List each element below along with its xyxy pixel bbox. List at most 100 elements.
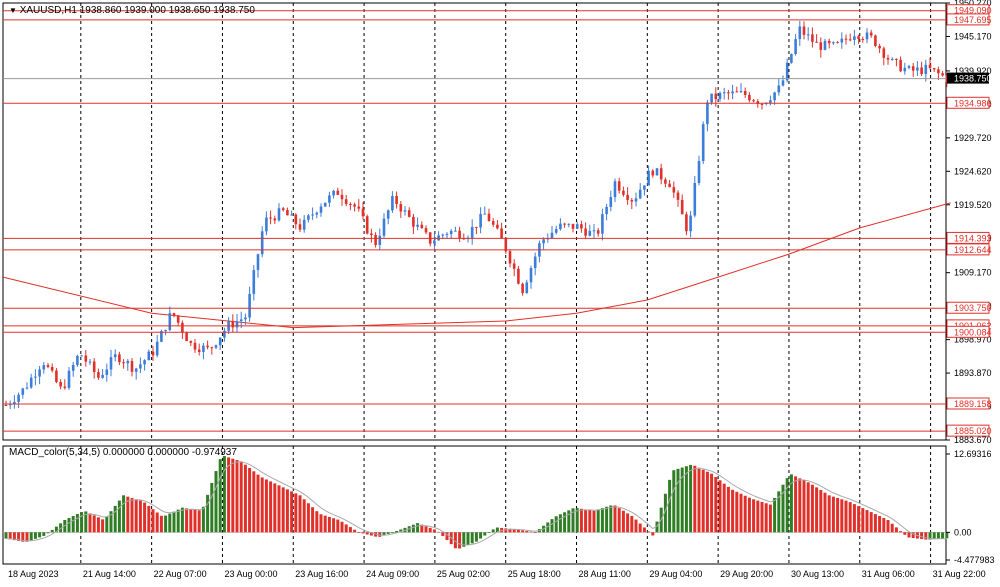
macd-bar	[663, 493, 667, 533]
candle-body	[29, 377, 33, 388]
candle-body	[302, 219, 306, 230]
macd-bar	[718, 480, 722, 533]
candle-body	[344, 199, 348, 204]
macd-bar	[164, 515, 168, 533]
candle-body	[483, 213, 487, 215]
macd-bar	[945, 532, 949, 539]
macd-bar	[558, 514, 562, 533]
macd-bar	[218, 459, 222, 533]
macd-bar	[453, 532, 457, 549]
macd-bar	[705, 471, 709, 533]
candle-body	[643, 185, 646, 190]
candle-body	[706, 102, 709, 125]
macd-pane-frame	[2, 445, 947, 565]
candle-body	[580, 224, 583, 229]
macd-bar	[235, 460, 239, 533]
macd-bar	[840, 499, 844, 533]
candle-body	[67, 370, 71, 388]
macd-bar	[861, 508, 865, 533]
macd-bar	[768, 504, 772, 533]
candle-body	[760, 103, 764, 105]
symbol-label: XAUUSD,H1	[19, 5, 77, 16]
candle-body	[273, 218, 277, 221]
candle-body	[370, 233, 373, 235]
macd-bar	[105, 516, 109, 533]
candle-body	[874, 35, 877, 46]
candle-body	[588, 230, 592, 236]
macd-bar	[512, 529, 516, 533]
candle-body	[353, 204, 356, 207]
macd-bar	[634, 519, 638, 533]
price-level-tag	[946, 325, 990, 338]
macd-bar	[168, 513, 172, 533]
macd-bar	[605, 506, 609, 533]
macd-bar	[159, 515, 163, 533]
candle-body	[928, 64, 932, 69]
candle-body	[147, 351, 151, 361]
macd-bar	[437, 531, 441, 533]
candle-body	[59, 382, 62, 387]
macd-bar	[579, 508, 583, 533]
macd-bar	[38, 532, 42, 538]
candle-body	[176, 315, 180, 323]
macd-bar	[907, 532, 911, 538]
macd-bar	[777, 491, 781, 533]
macd-tick-label: -4.477983	[954, 555, 995, 565]
candle-body	[853, 36, 856, 40]
macd-bar	[29, 532, 33, 541]
candle-body	[798, 26, 802, 40]
time-tick-label: 30 Aug 13:00	[791, 569, 844, 579]
current-price-tag	[947, 72, 989, 84]
macd-bar	[726, 486, 730, 533]
candle-body	[126, 360, 130, 364]
candle-body	[420, 224, 424, 229]
candle-body	[903, 67, 907, 72]
price-pane-frame	[2, 2, 947, 441]
candle-body	[202, 345, 205, 352]
macd-bar	[294, 493, 298, 533]
price-tick-label: 1939.920	[954, 66, 992, 76]
candle-body	[294, 214, 298, 225]
candle-body	[815, 41, 818, 43]
candle-body	[865, 32, 869, 40]
macd-bar	[92, 515, 96, 533]
macd-bar	[630, 516, 634, 533]
candle-body	[315, 212, 319, 215]
candle-body	[517, 268, 520, 284]
macd-bar	[600, 508, 604, 533]
macd-bar	[155, 512, 159, 533]
macd-bar	[277, 485, 281, 533]
candle-body	[378, 235, 382, 245]
macd-bar	[298, 495, 302, 533]
price-level-value: 1949.090	[954, 6, 992, 16]
macd-bar	[222, 456, 226, 533]
macd-bar	[823, 492, 827, 533]
candle-body	[672, 187, 676, 193]
macd-bar	[596, 509, 600, 533]
macd-bar	[281, 487, 285, 533]
candle-body	[80, 355, 83, 357]
macd-bar	[269, 481, 273, 533]
candle-body	[88, 361, 92, 363]
macd-bar	[903, 532, 907, 535]
macd-bar	[651, 532, 655, 536]
candle-body	[139, 364, 142, 369]
candle-body	[811, 34, 814, 42]
macd-bar	[395, 530, 399, 533]
candle-body	[458, 230, 461, 239]
candle-body	[689, 215, 692, 232]
macd-bar	[96, 517, 100, 533]
macd-bar	[869, 512, 873, 533]
macd-bar	[697, 467, 701, 533]
candle-body	[647, 170, 650, 186]
candle-body	[454, 230, 457, 232]
macd-bar	[588, 510, 592, 533]
candle-body	[668, 183, 671, 188]
macd-bar	[206, 494, 210, 533]
macd-bar	[495, 527, 499, 533]
candle-body	[676, 192, 680, 200]
candle-body	[941, 73, 944, 76]
candle-body	[508, 251, 512, 264]
macd-bar	[432, 529, 436, 533]
